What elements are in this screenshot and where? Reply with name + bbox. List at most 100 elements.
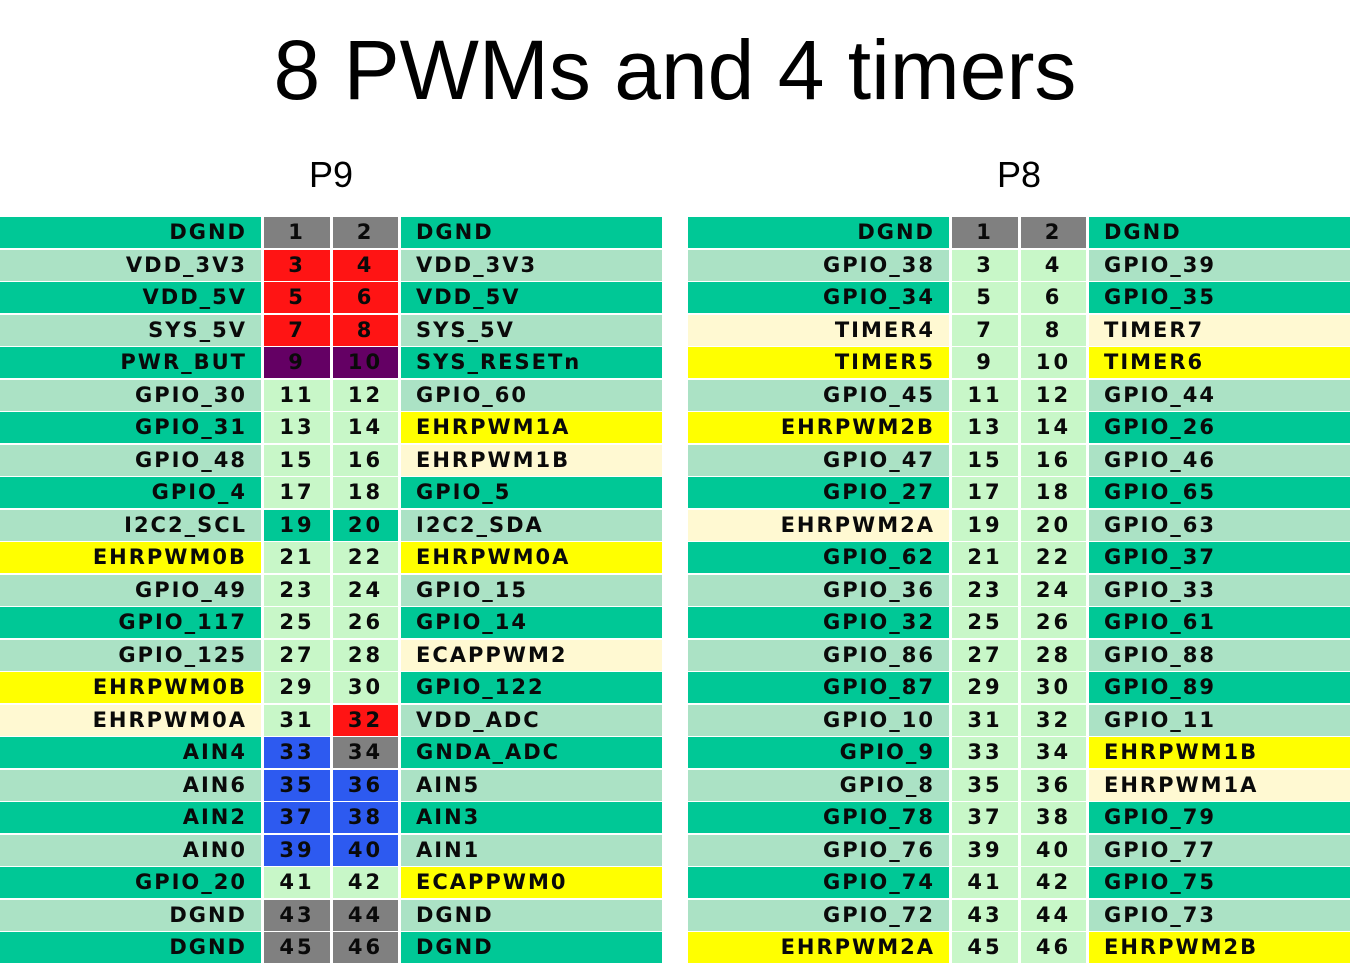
pin-name-right: DGND xyxy=(401,932,662,963)
pin-name-left: AIN6 xyxy=(0,769,261,801)
pin-row: GPIO_86 27 28 GPIO_88 xyxy=(688,639,1350,671)
pin-name-left: AIN0 xyxy=(0,834,261,866)
pin-number-right: 14 xyxy=(333,412,398,443)
pin-number-left: 7 xyxy=(952,314,1018,346)
pin-number-left: 21 xyxy=(264,542,330,573)
pin-name-right: EHRPWM0A xyxy=(401,542,662,573)
pin-number-right: 10 xyxy=(1021,347,1086,378)
pin-name-right: GPIO_63 xyxy=(1089,509,1350,541)
pin-name-left: TIMER4 xyxy=(688,314,949,346)
pin-name-right: SYS_RESETn xyxy=(401,347,662,378)
pin-name-right: EHRPWM2B xyxy=(1089,932,1350,963)
pin-name-left: GPIO_8 xyxy=(688,769,949,801)
pin-name-left: GPIO_27 xyxy=(688,477,949,508)
pin-name-right: DGND xyxy=(401,899,662,931)
pin-number-right: 28 xyxy=(1021,639,1086,671)
pin-number-right: 8 xyxy=(1021,314,1086,346)
pin-name-right: ECAPPWM2 xyxy=(401,639,662,671)
pin-number-left: 13 xyxy=(952,412,1018,443)
pin-number-right: 14 xyxy=(1021,412,1086,443)
pin-name-left: VDD_3V3 xyxy=(0,249,261,281)
pin-name-left: GPIO_78 xyxy=(688,802,949,833)
pin-row: DGND 43 44 DGND xyxy=(0,899,662,931)
pin-number-right: 26 xyxy=(333,607,398,638)
pin-row: EHRPWM2B 13 14 GPIO_26 xyxy=(688,412,1350,443)
pin-name-right: SYS_5V xyxy=(401,314,662,346)
pin-number-left: 3 xyxy=(952,249,1018,281)
pin-number-left: 37 xyxy=(952,802,1018,833)
pin-name-left: DGND xyxy=(0,899,261,931)
pin-row: AIN4 33 34 GNDA_ADC xyxy=(0,737,662,768)
pin-name-left: GPIO_62 xyxy=(688,542,949,573)
pin-number-right: 46 xyxy=(1021,932,1086,963)
pin-number-right: 12 xyxy=(1021,379,1086,411)
pin-number-left: 41 xyxy=(952,867,1018,898)
p9-header-label: P9 xyxy=(308,154,354,195)
pin-number-left: 45 xyxy=(952,932,1018,963)
pin-number-right: 24 xyxy=(1021,574,1086,606)
pin-number-left: 23 xyxy=(952,574,1018,606)
pin-name-right: GPIO_61 xyxy=(1089,607,1350,638)
pin-number-left: 33 xyxy=(264,737,330,768)
pin-number-left: 15 xyxy=(952,444,1018,476)
pin-number-right: 12 xyxy=(333,379,398,411)
pin-name-right: GPIO_39 xyxy=(1089,249,1350,281)
pin-number-left: 27 xyxy=(264,639,330,671)
pin-name-right: GPIO_88 xyxy=(1089,639,1350,671)
pin-row: GPIO_87 29 30 GPIO_89 xyxy=(688,672,1350,703)
pin-number-right: 16 xyxy=(333,444,398,476)
pin-name-left: DGND xyxy=(0,217,261,248)
pin-number-left: 1 xyxy=(264,217,330,248)
pin-number-right: 4 xyxy=(1021,249,1086,281)
pin-number-right: 6 xyxy=(333,282,398,313)
pin-name-left: GPIO_72 xyxy=(688,899,949,931)
pin-number-left: 3 xyxy=(264,249,330,281)
pin-name-left: AIN2 xyxy=(0,802,261,833)
pin-name-right: GPIO_122 xyxy=(401,672,662,703)
pin-name-right: I2C2_SDA xyxy=(401,509,662,541)
pin-row: GPIO_4 17 18 GPIO_5 xyxy=(0,477,662,508)
pin-number-left: 31 xyxy=(264,704,330,736)
pin-name-right: VDD_3V3 xyxy=(401,249,662,281)
pin-number-left: 19 xyxy=(264,509,330,541)
pin-number-right: 44 xyxy=(1021,899,1086,931)
pin-row: GPIO_32 25 26 GPIO_61 xyxy=(688,607,1350,638)
pin-number-right: 20 xyxy=(1021,509,1086,541)
pin-name-left: GPIO_20 xyxy=(0,867,261,898)
pin-row: GPIO_125 27 28 ECAPPWM2 xyxy=(0,639,662,671)
pin-name-right: GPIO_44 xyxy=(1089,379,1350,411)
pin-number-left: 15 xyxy=(264,444,330,476)
pin-name-left: GPIO_47 xyxy=(688,444,949,476)
pin-number-left: 29 xyxy=(952,672,1018,703)
pin-number-right: 40 xyxy=(333,834,398,866)
pin-number-left: 41 xyxy=(264,867,330,898)
pin-name-left: EHRPWM2A xyxy=(688,509,949,541)
pin-number-left: 43 xyxy=(952,899,1018,931)
pin-row: EHRPWM0B 29 30 GPIO_122 xyxy=(0,672,662,703)
pin-number-right: 46 xyxy=(333,932,398,963)
pin-name-right: GPIO_37 xyxy=(1089,542,1350,573)
pin-row: GPIO_74 41 42 GPIO_75 xyxy=(688,867,1350,898)
pin-number-right: 18 xyxy=(1021,477,1086,508)
pin-name-right: GPIO_35 xyxy=(1089,282,1350,313)
pin-name-right: GNDA_ADC xyxy=(401,737,662,768)
pin-name-left: GPIO_87 xyxy=(688,672,949,703)
pin-row: EHRPWM0B 21 22 EHRPWM0A xyxy=(0,542,662,573)
pin-name-left: GPIO_9 xyxy=(688,737,949,768)
pin-row: GPIO_45 11 12 GPIO_44 xyxy=(688,379,1350,411)
pin-name-left: PWR_BUT xyxy=(0,347,261,378)
pin-name-left: VDD_5V xyxy=(0,282,261,313)
pin-number-left: 31 xyxy=(952,704,1018,736)
pin-name-right: GPIO_89 xyxy=(1089,672,1350,703)
pin-name-right: EHRPWM1B xyxy=(401,444,662,476)
pin-name-left: GPIO_4 xyxy=(0,477,261,508)
pin-number-left: 29 xyxy=(264,672,330,703)
pin-name-right: DGND xyxy=(401,217,662,248)
pin-name-left: GPIO_36 xyxy=(688,574,949,606)
pin-row: GPIO_9 33 34 EHRPWM1B xyxy=(688,737,1350,768)
pin-number-left: 25 xyxy=(952,607,1018,638)
pin-row: DGND 1 2 DGND xyxy=(688,217,1350,248)
pin-row: GPIO_117 25 26 GPIO_14 xyxy=(0,607,662,638)
pin-number-left: 5 xyxy=(952,282,1018,313)
pin-name-left: GPIO_30 xyxy=(0,379,261,411)
